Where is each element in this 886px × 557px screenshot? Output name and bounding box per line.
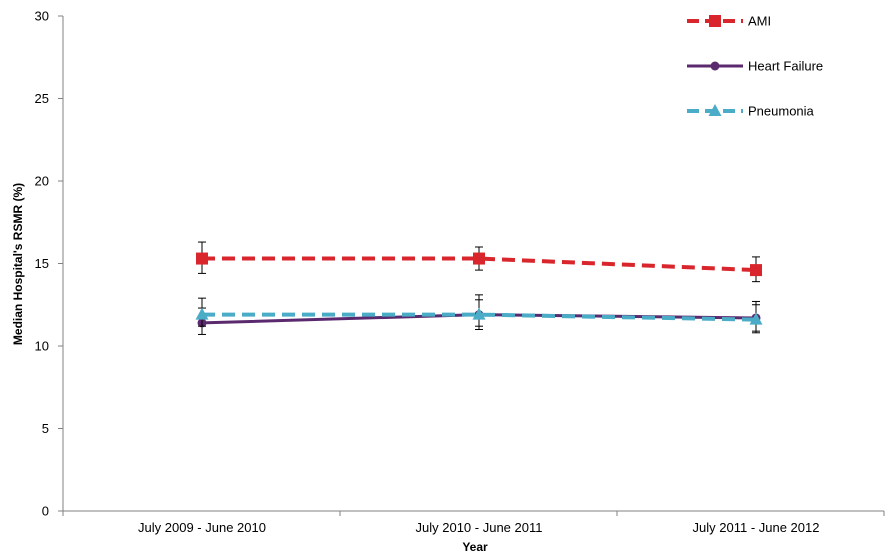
axes: 0 5 10 15 20 25 30 July 2009 - June 2010 July 20… <box>35 9 885 535</box>
x-axis-title: Year <box>462 540 488 554</box>
y-tick-label: 5 <box>42 421 49 436</box>
y-tick-label: 20 <box>35 174 49 189</box>
y-axis-title: Median Hospital's RSMR (%) <box>11 183 25 345</box>
series-line <box>202 312 757 322</box>
legend-swatch-marker <box>708 104 722 116</box>
x-tick-label: July 2009 - June 2010 <box>138 520 266 535</box>
legend-item-ami: AMI <box>687 14 771 29</box>
series-pneumonia <box>195 297 763 332</box>
x-tick-label: July 2011 - June 2012 <box>693 520 820 535</box>
legend-label: Pneumonia <box>748 104 815 119</box>
series-layer <box>195 241 763 335</box>
data-point <box>196 252 208 265</box>
series-ami <box>196 241 762 283</box>
y-tick-label: 30 <box>35 9 49 24</box>
legend: AMI Heart Failure Pneumonia <box>687 14 823 119</box>
y-tick-label: 25 <box>35 91 49 106</box>
data-point <box>473 252 485 265</box>
y-tick-label: 10 <box>35 339 49 354</box>
legend-label: Heart Failure <box>748 59 823 74</box>
data-point <box>472 307 486 320</box>
y-tick-label: 0 <box>42 504 49 519</box>
data-point <box>750 264 762 277</box>
x-tick-label: July 2010 - June 2011 <box>416 520 543 535</box>
legend-swatch-marker <box>710 61 720 71</box>
data-point <box>749 312 763 325</box>
legend-label: AMI <box>748 14 771 29</box>
data-point <box>195 307 209 320</box>
series-line <box>202 256 757 273</box>
legend-item-heart-failure: Heart Failure <box>687 59 823 74</box>
y-tick-label: 15 <box>35 256 49 271</box>
legend-item-pneumonia: Pneumonia <box>687 104 815 119</box>
legend-swatch-marker <box>709 15 721 27</box>
